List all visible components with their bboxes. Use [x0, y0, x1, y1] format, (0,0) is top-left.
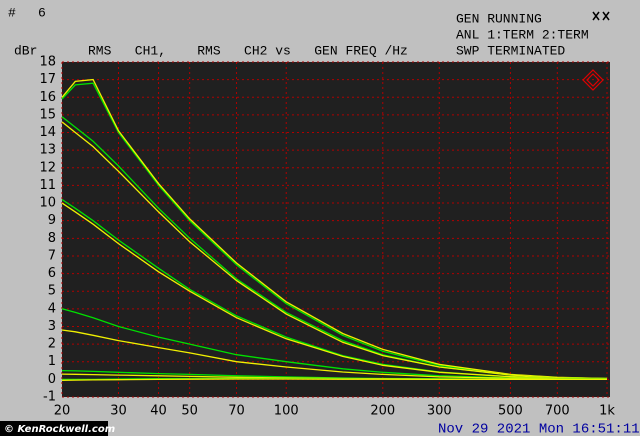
- y-tick-label: 7: [48, 248, 56, 263]
- timestamp: Nov 29 2021 Mon 16:51:11: [438, 422, 640, 436]
- y-tick-label: 2: [48, 337, 56, 352]
- x-tick-label: 70: [228, 404, 245, 419]
- curve: [61, 378, 607, 381]
- x-tick-label: 500: [498, 404, 523, 419]
- x-tick-label: 100: [274, 404, 299, 419]
- y-tick-label: 18: [39, 55, 56, 70]
- y-tick-label: 16: [39, 90, 56, 105]
- y-tick-label: 17: [39, 72, 56, 87]
- y-tick-label: 14: [39, 125, 56, 140]
- y-tick-label: 0: [48, 372, 56, 387]
- watermark-background: [0, 421, 108, 436]
- y-tick-label: 15: [39, 107, 56, 122]
- y-tick-label: 1: [48, 354, 56, 369]
- analyzer: ANL 1:TERM 2:TERM: [456, 27, 589, 42]
- x-tick-label: 300: [427, 404, 452, 419]
- sweep: SWP TERMINATED: [456, 43, 565, 58]
- y-tick-label: 4: [48, 301, 56, 316]
- y-tick-label: 3: [48, 319, 56, 334]
- y-tick-label: 13: [39, 143, 56, 158]
- number-label: #: [8, 5, 16, 20]
- y-tick-label: 10: [39, 196, 56, 211]
- x-tick-label: 700: [545, 404, 570, 419]
- y-tick-label: 8: [48, 231, 56, 246]
- y-axis-label: dBr: [14, 43, 37, 58]
- y-tick-label: 11: [39, 178, 56, 193]
- curve: [61, 202, 608, 380]
- curve: [61, 329, 608, 380]
- x-tick-label: 20: [54, 404, 71, 419]
- toolbar-icons: [592, 11, 610, 21]
- x-tick-label: 1k: [599, 404, 615, 419]
- y-tick-label: 12: [39, 160, 56, 175]
- curve: [61, 121, 608, 380]
- curve: [61, 78, 608, 380]
- x-tick-label: 50: [181, 404, 198, 419]
- plot-area: [62, 62, 610, 397]
- x-tick-label: 200: [370, 404, 395, 419]
- chart-title: RMS CH1, RMS CH2 vs GEN FREQ /Hz: [88, 43, 408, 58]
- watermark: © KenRockwell.com: [4, 424, 115, 435]
- y-tick-label: -1: [43, 390, 56, 405]
- status: GEN RUNNING: [456, 11, 542, 26]
- number: 6: [38, 5, 46, 20]
- x-tick-label: 30: [110, 404, 127, 419]
- y-tick-label: 6: [48, 266, 56, 281]
- logo: [582, 69, 604, 91]
- y-tick-label: 5: [48, 284, 56, 299]
- y-tick-label: 9: [48, 213, 56, 228]
- x-tick-label: 40: [150, 404, 167, 419]
